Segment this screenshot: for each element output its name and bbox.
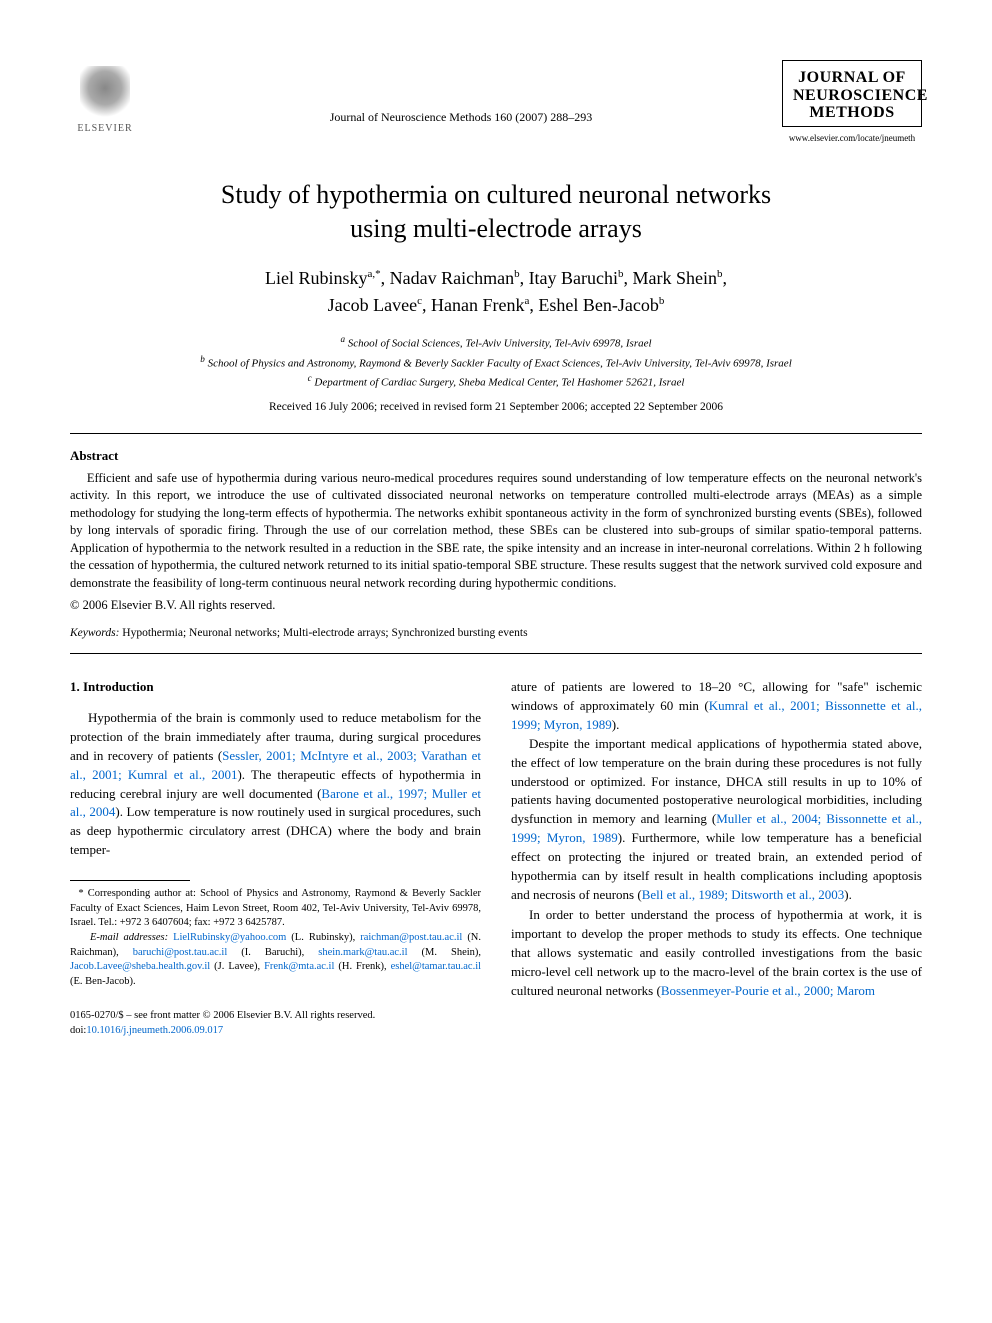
email-1-who: (L. Rubinsky),	[291, 932, 355, 943]
author-6-sup: a	[524, 295, 529, 307]
column-right: ature of patients are lowered to 18–20 °…	[511, 678, 922, 1038]
affiliations: a School of Social Sciences, Tel-Aviv Un…	[70, 333, 922, 390]
page-footer: 0165-0270/$ – see front matter © 2006 El…	[70, 1008, 481, 1038]
doi-label: doi:	[70, 1025, 86, 1036]
intro-para-1-cont: ature of patients are lowered to 18–20 °…	[511, 678, 922, 735]
body-columns: 1. Introduction Hypothermia of the brain…	[70, 678, 922, 1038]
title-line-2: using multi-electrode arrays	[350, 214, 642, 243]
email-2[interactable]: raichman@post.tau.ac.il	[360, 932, 462, 943]
keywords-label: Keywords:	[70, 627, 119, 639]
affiliation-b: School of Physics and Astronomy, Raymond…	[208, 357, 792, 369]
author-5-sup: c	[417, 295, 422, 307]
author-7: Eshel Ben-Jacob	[538, 295, 658, 315]
rule-bottom	[70, 653, 922, 654]
elsevier-tree-icon	[80, 66, 130, 121]
keywords-row: Keywords: Hypothermia; Neuronal networks…	[70, 627, 922, 639]
corresponding-author: Corresponding author at: School of Physi…	[70, 888, 481, 928]
author-4: Mark Shein	[633, 268, 718, 288]
author-5: Jacob Lavee	[328, 295, 417, 315]
article-dates: Received 16 July 2006; received in revis…	[70, 401, 922, 413]
email-6[interactable]: Frenk@mta.ac.il	[264, 961, 334, 972]
author-2-sup: b	[514, 268, 520, 280]
section-1-heading: 1. Introduction	[70, 678, 481, 697]
email-4[interactable]: shein.mark@tau.ac.il	[318, 947, 407, 958]
author-7-sup: b	[659, 295, 665, 307]
author-4-sup: b	[717, 268, 723, 280]
author-3: Itay Baruchi	[529, 268, 618, 288]
email-3-who: (I. Baruchi),	[241, 947, 304, 958]
rule-top	[70, 433, 922, 434]
journal-box-wrapper: JOURNAL OF NEUROSCIENCE METHODS www.else…	[782, 60, 922, 143]
email-1[interactable]: LielRubinsky@yahoo.com	[173, 932, 286, 943]
author-3-sup: b	[618, 268, 624, 280]
author-1-sup: a,*	[367, 268, 380, 280]
title-line-1: Study of hypothermia on cultured neurona…	[221, 180, 771, 209]
keywords-text: Hypothermia; Neuronal networks; Multi-el…	[122, 627, 527, 639]
email-5-who: (J. Lavee),	[214, 961, 260, 972]
email-5[interactable]: Jacob.Lavee@sheba.health.gov.il	[70, 961, 210, 972]
email-3[interactable]: baruchi@post.tau.ac.il	[133, 947, 228, 958]
abstract-heading: Abstract	[70, 448, 922, 464]
journal-reference: Journal of Neuroscience Methods 160 (200…	[140, 60, 782, 125]
author-6: Hanan Frenk	[431, 295, 524, 315]
affiliation-a: School of Social Sciences, Tel-Aviv Univ…	[348, 338, 652, 350]
abstract-copyright: © 2006 Elsevier B.V. All rights reserved…	[70, 598, 922, 613]
intro-para-1: Hypothermia of the brain is commonly use…	[70, 709, 481, 860]
publisher-logo: ELSEVIER	[70, 60, 140, 140]
email-6-who: (H. Frenk),	[338, 961, 386, 972]
publisher-name: ELSEVIER	[77, 123, 132, 134]
authors-list: Liel Rubinskya,*, Nadav Raichmanb, Itay …	[70, 265, 922, 319]
column-left: 1. Introduction Hypothermia of the brain…	[70, 678, 481, 1038]
doi-link[interactable]: 10.1016/j.jneumeth.2006.09.017	[86, 1025, 223, 1036]
header-row: ELSEVIER Journal of Neuroscience Methods…	[70, 60, 922, 143]
author-2: Nadav Raichman	[390, 268, 514, 288]
email-4-who: (M. Shein),	[422, 947, 482, 958]
email-7-who: (E. Ben-Jacob).	[70, 976, 136, 987]
journal-url: www.elsevier.com/locate/jneumeth	[782, 133, 922, 143]
page-container: ELSEVIER Journal of Neuroscience Methods…	[0, 0, 992, 1078]
abstract-text: Efficient and safe use of hypothermia du…	[70, 470, 922, 593]
citation-link-5[interactable]: Bell et al., 1989; Ditsworth et al., 200…	[642, 887, 845, 902]
journal-title: JOURNAL OF NEUROSCIENCE METHODS	[793, 69, 911, 122]
article-title: Study of hypothermia on cultured neurona…	[70, 178, 922, 246]
email-label: E-mail addresses:	[90, 932, 168, 943]
footnote-rule	[70, 880, 190, 881]
intro-para-2: Despite the important medical applicatio…	[511, 735, 922, 905]
citation-link-6[interactable]: Bossenmeyer-Pourie et al., 2000; Marom	[661, 983, 875, 998]
footnote-block: * Corresponding author at: School of Phy…	[70, 887, 481, 990]
email-7[interactable]: eshel@tamar.tau.ac.il	[391, 961, 481, 972]
affiliation-c: Department of Cardiac Surgery, Sheba Med…	[314, 376, 684, 388]
abstract-body: Efficient and safe use of hypothermia du…	[70, 471, 922, 590]
author-1: Liel Rubinsky	[265, 268, 368, 288]
c2p1-post: ).	[612, 717, 620, 732]
issn-line: 0165-0270/$ – see front matter © 2006 El…	[70, 1010, 375, 1021]
c2p2-post: ).	[844, 887, 852, 902]
journal-title-box: JOURNAL OF NEUROSCIENCE METHODS	[782, 60, 922, 127]
intro-para-3: In order to better understand the proces…	[511, 906, 922, 1000]
p1-post: ). Low temperature is now routinely used…	[70, 804, 481, 857]
